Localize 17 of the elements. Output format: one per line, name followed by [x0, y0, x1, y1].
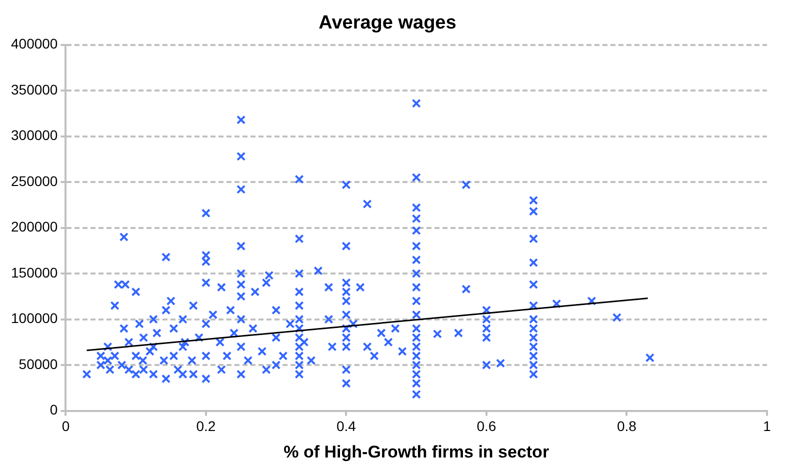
y-tick-label: 350000	[11, 81, 58, 98]
x-tick-label: 0.4	[336, 418, 356, 434]
x-tick-label: 0.8	[617, 418, 637, 434]
chart-title: Average wages	[318, 12, 456, 34]
y-tick-label: 200000	[11, 218, 58, 235]
y-tick-label: 0	[50, 402, 58, 418]
x-tick-label: 0.2	[196, 418, 216, 434]
x-tick-label: 0.6	[476, 418, 496, 434]
y-tick-label: 250000	[11, 172, 58, 189]
y-tick-label: 50000	[18, 356, 58, 372]
y-tick-label: 100000	[11, 310, 58, 326]
x-axis-title: % of High-Growth firms in sector	[284, 442, 550, 462]
y-tick-label: 300000	[11, 127, 58, 144]
x-tick-label: 1	[763, 418, 772, 434]
y-tick-label: 400000	[11, 36, 58, 52]
y-tick-label: 150000	[11, 264, 58, 280]
x-tick-label: 0	[62, 418, 70, 434]
